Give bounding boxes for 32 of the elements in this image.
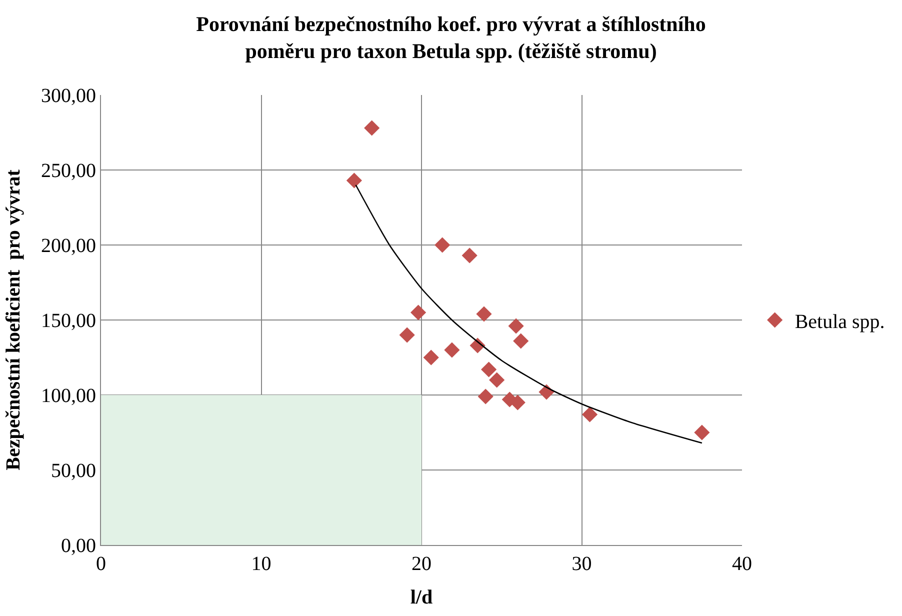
point (478, 388, 494, 404)
point (434, 237, 450, 253)
x-tick-label: 30 (572, 553, 592, 575)
y-tick-label: 250,00 (41, 160, 96, 182)
x-tick-label: 40 (732, 553, 752, 575)
x-axis-title: l/d (410, 586, 433, 608)
y-tick-label: 300,00 (41, 85, 96, 107)
y-tick-label: 50,00 (51, 460, 96, 482)
x-tick-label: 20 (412, 553, 432, 575)
point (513, 333, 529, 349)
y-tick-label: 200,00 (41, 235, 96, 257)
x-tick-label: 10 (251, 553, 272, 575)
point (399, 327, 415, 343)
point (423, 350, 439, 366)
point (481, 362, 497, 378)
chart-title: Porovnání bezpečnostního koef. pro vývrat a štíhlostního poměru pro taxon Betula spp. (těžiště stromu) (196, 12, 706, 64)
point (346, 172, 362, 188)
y-tick-label: 100,00 (41, 385, 96, 407)
point (508, 318, 524, 334)
y-tick-label: 0,00 (61, 535, 96, 557)
y-tick-label: 150,00 (41, 310, 96, 332)
point (694, 424, 710, 440)
x-tick-label: 0 (96, 553, 106, 575)
point (476, 306, 492, 322)
point (489, 372, 505, 388)
point (582, 406, 598, 422)
point (410, 304, 426, 320)
legend-label: Betula spp. (794, 310, 885, 333)
point (444, 342, 460, 358)
y-axis-title: Bezpečnostní koeficient pro vývrat (2, 169, 24, 470)
point (364, 120, 380, 136)
point (462, 248, 478, 264)
